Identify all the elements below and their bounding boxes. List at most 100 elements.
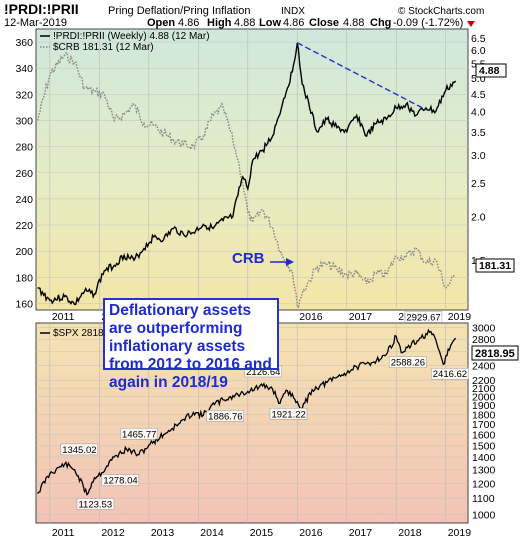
left-axis-tick: 200: [15, 246, 33, 258]
spx-last-value: 2818.95: [475, 348, 515, 360]
value-label-box: [60, 443, 98, 456]
trend-line: [296, 42, 427, 111]
right-axis-tick: 2800: [472, 334, 496, 346]
right-axis-tick: 1100: [472, 493, 495, 505]
right-axis-tick: 1900: [472, 400, 496, 412]
value-label: 1465.77: [122, 429, 156, 440]
right-axis-tick: 4.5: [471, 89, 486, 101]
x-tick-label: 2015: [250, 527, 274, 539]
open-label: Open: [147, 17, 175, 29]
right-axis-tick: 1600: [472, 429, 496, 441]
right-axis-tick: 3000: [472, 322, 496, 334]
low-label: Low: [259, 17, 281, 29]
right-axis-tick: 1400: [472, 452, 496, 464]
crb-last-value: 181.31: [479, 260, 511, 272]
left-axis-tick: 360: [15, 37, 33, 49]
high-value: 4.88: [234, 17, 255, 29]
x-tick-label: 2018: [398, 527, 422, 539]
close-value: 4.88: [343, 17, 364, 29]
annotation-line: from 2012 to 2016 and: [109, 356, 272, 373]
low-value: 4.86: [283, 17, 304, 29]
left-axis-tick: 160: [15, 298, 33, 310]
right-axis-tick: 3.5: [471, 127, 486, 139]
value-label: 1886.76: [208, 411, 242, 422]
value-label: 2126.64: [246, 367, 280, 378]
bottom-series: [37, 328, 457, 496]
x-tick-label: 2019: [448, 311, 472, 323]
left-axis-tick: 340: [15, 63, 33, 75]
x-tick-label: 2017: [349, 311, 373, 323]
value-label-box: [269, 408, 308, 420]
value-label-box: [388, 356, 427, 368]
right-axis-tick: 1200: [472, 478, 496, 490]
right-axis-tick: 1500: [472, 440, 496, 452]
right-axis-tick: 6.5: [471, 33, 486, 45]
right-axis-tick: 1700: [472, 419, 496, 431]
value-label-box: [431, 367, 469, 380]
x-tick-label: 2011: [52, 311, 75, 323]
right-axis-tick: 2400: [472, 360, 496, 372]
value-label-box: [76, 498, 115, 510]
crb-line: [36, 51, 456, 309]
ratio-last-box: [475, 63, 507, 78]
spx-line: [37, 328, 457, 496]
spx-annotations: 1345.02 1123.53 1278.04 1465.77 1886.76 2126.…: [60, 311, 469, 510]
close-label: Close: [309, 17, 339, 29]
annotation-box: Deflationary assets are outperforming in…: [103, 298, 279, 391]
right-axis-tick: 2000: [472, 391, 496, 403]
top-axes: 1601802002202402602803003203403601.52.02…: [15, 33, 485, 310]
annotation-line: are outperforming: [109, 320, 243, 337]
left-axis-tick: 320: [15, 89, 33, 101]
chg-value: -0.09 (-1.72%): [393, 17, 463, 29]
right-axis-tick: 3.0: [471, 150, 486, 162]
ratio-last-value: 4.88: [479, 65, 500, 77]
legend-ratio: !PRDI:!PRII (Weekly) 4.88 (12 Mar): [53, 31, 210, 42]
left-axis-tick: 280: [15, 142, 33, 154]
high-label: High: [207, 17, 232, 29]
watermark: © StockCharts.com: [398, 6, 484, 17]
right-axis-tick: 2100: [472, 383, 496, 395]
value-label: 1278.04: [103, 476, 137, 487]
open-value: 4.86: [178, 17, 199, 29]
chart-symbol: !PRDI:!PRII: [4, 1, 79, 17]
right-axis-tick: 2.0: [471, 212, 486, 224]
bottom-x-labels: 2011 2012 2013 2014 2015 2016 2017 2018 2019: [52, 527, 471, 539]
right-axis-tick: 2.5: [471, 178, 486, 190]
x-tick-label: 2019: [448, 527, 472, 539]
x-tick-label: 2016: [299, 311, 323, 323]
top-legend: !PRDI:!PRII (Weekly) 4.88 (12 Mar) $CRB …: [40, 31, 210, 53]
value-label: 1345.02: [62, 445, 96, 456]
x-tick-label: 2011: [52, 527, 75, 539]
legend-crb: $CRB 181.31 (12 Mar): [53, 42, 154, 53]
left-axis-tick: 240: [15, 194, 33, 206]
left-axis-tick: 220: [15, 220, 33, 232]
chg-label: Chg: [370, 17, 391, 29]
right-axis-tick: 1800: [472, 409, 496, 421]
value-label: 2416.62: [433, 369, 467, 380]
crb-callout: CRB: [232, 250, 265, 267]
value-label: 1921.22: [271, 409, 305, 420]
ratio-line: [37, 42, 457, 306]
chart-description: Pring Deflation/Pring Inflation: [108, 5, 250, 17]
x-tick-label: 2016: [299, 527, 323, 539]
crb-arrow-head-icon: [286, 258, 294, 266]
right-axis-tick: 1300: [472, 465, 496, 477]
value-label-box: [120, 428, 158, 440]
left-axis-tick: 260: [15, 168, 33, 180]
value-label: 2929.67: [406, 313, 440, 324]
right-axis-tick: 1000: [472, 509, 496, 521]
legend-spx: $SPX 2818.95: [53, 328, 118, 339]
x-tick-label: 2017: [349, 527, 373, 539]
crb-last-box: [475, 258, 515, 273]
annotation-line: inflationary assets: [109, 338, 246, 355]
chart-exchange: INDX: [281, 6, 305, 17]
x-tick-label: 2014: [200, 527, 224, 539]
x-tick-label: 2012: [101, 527, 125, 539]
left-axis-tick: 300: [15, 115, 33, 127]
annotation-line: again in 2018/19: [109, 374, 228, 391]
down-arrow-icon: [467, 21, 475, 27]
left-axis-tick: 180: [15, 272, 33, 284]
spx-last-box: [471, 345, 519, 361]
